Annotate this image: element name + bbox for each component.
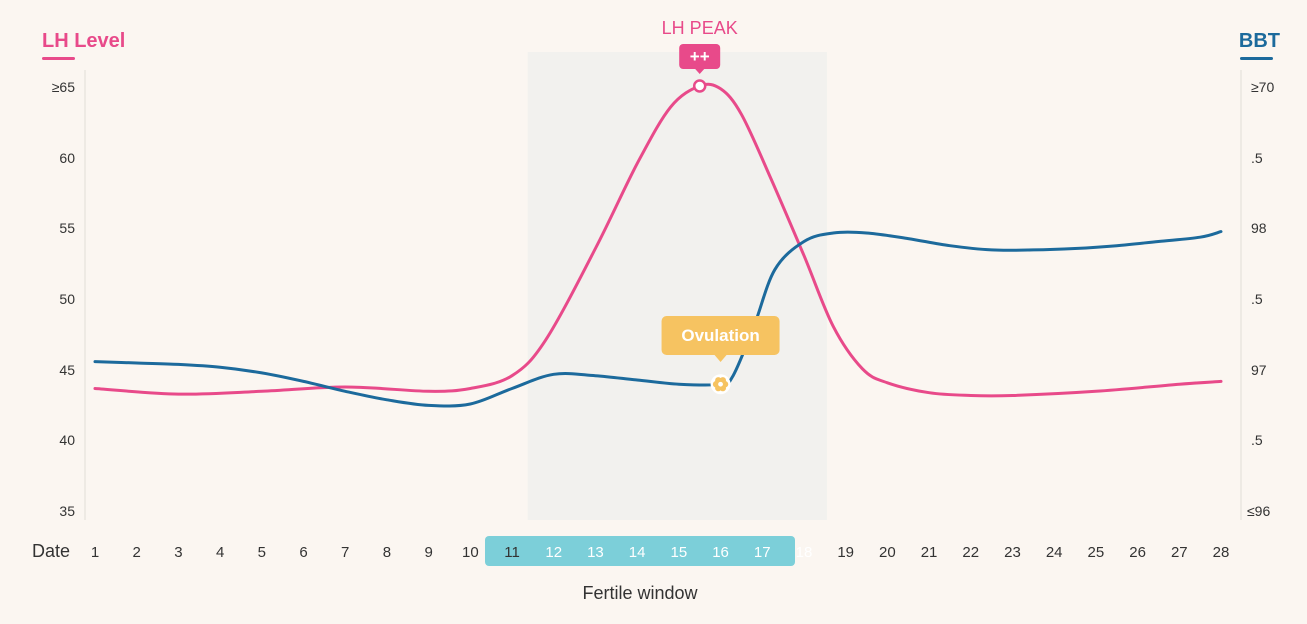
ovulation-label: Ovulation	[681, 326, 759, 345]
date-tick-label: 25	[1088, 544, 1105, 561]
date-tick-label: 7	[341, 544, 349, 561]
fertile-window-band	[527, 52, 827, 520]
right-axis-ticks: ≥70 .5 98 .5 97 .5 ≤96	[1247, 79, 1274, 519]
left-tick-label: 35	[59, 503, 75, 519]
date-tick-label: 14	[629, 544, 646, 561]
date-tick-label: 19	[837, 544, 854, 561]
date-axis-label: Date	[32, 541, 70, 561]
date-tick-label: 11	[504, 544, 520, 561]
date-tick-label: 24	[1046, 544, 1063, 561]
date-tick-label: 22	[962, 544, 979, 561]
date-tick-label: 27	[1171, 544, 1188, 561]
left-tick-label: 50	[59, 291, 75, 307]
lh-peak-marker	[692, 79, 707, 93]
date-tick-label: 5	[258, 544, 266, 561]
date-tick-label: 16	[712, 544, 729, 561]
date-tick-label: 9	[424, 544, 432, 561]
lh-level-line	[93, 82, 1223, 398]
right-tick-label: 97	[1251, 362, 1267, 378]
date-tick-label: 2	[133, 544, 141, 561]
left-tick-label: ≥65	[52, 79, 75, 95]
lh-peak-badge: ++	[679, 44, 721, 74]
ovulation-callout: Ovulation	[661, 316, 780, 362]
bbt-legend-title: BBT	[1239, 30, 1280, 52]
right-tick-label: ≤96	[1247, 503, 1270, 519]
lh-peak-label: LH PEAK	[662, 18, 738, 38]
left-tick-label: 55	[59, 220, 75, 236]
date-tick-label: 28	[1213, 544, 1230, 561]
right-tick-label: 98	[1251, 220, 1267, 236]
ovulation-flower-icon	[710, 374, 731, 395]
left-axis-ticks: ≥65 60 55 50 45 40 35	[52, 79, 75, 519]
right-tick-label: ≥70	[1251, 79, 1274, 95]
date-tick-label: 8	[383, 544, 391, 561]
bbt-legend-swatch	[1240, 57, 1273, 60]
date-tick-label: 6	[299, 544, 307, 561]
date-tick-label: 21	[921, 544, 938, 561]
date-tick-label: 1	[91, 544, 99, 561]
date-tick-label: 20	[879, 544, 896, 561]
date-tick-labels: 1 2 3 4 5 6 7 8 9 10 11 12 13 14 15 16 17 18 19 20 21 22 23 24 2…	[91, 544, 1230, 561]
date-tick-label: 4	[216, 544, 224, 561]
left-tick-label: 60	[59, 150, 75, 166]
left-tick-label: 40	[59, 432, 75, 448]
date-tick-label: 26	[1129, 544, 1146, 561]
fertile-window-label: Fertile window	[582, 583, 698, 603]
ovulation-flower-center	[718, 381, 723, 387]
date-tick-label: 15	[671, 544, 688, 561]
right-tick-label: .5	[1251, 291, 1263, 307]
date-tick-label: 23	[1004, 544, 1021, 561]
date-tick-label: 10	[462, 544, 479, 561]
date-tick-label: 12	[545, 544, 562, 561]
lh-peak-badge-text: ++	[690, 47, 710, 66]
lh-level-legend-title: LH Level	[42, 30, 125, 52]
right-tick-label: .5	[1251, 150, 1263, 166]
date-tick-label: 17	[754, 544, 771, 561]
date-tick-label: 18	[796, 544, 813, 561]
date-tick-label: 3	[174, 544, 182, 561]
right-tick-label: .5	[1251, 432, 1263, 448]
fertile-days-pill	[485, 536, 795, 566]
left-tick-label: 45	[59, 362, 75, 378]
lh-level-legend-swatch	[42, 57, 75, 60]
date-tick-label: 13	[587, 544, 604, 561]
